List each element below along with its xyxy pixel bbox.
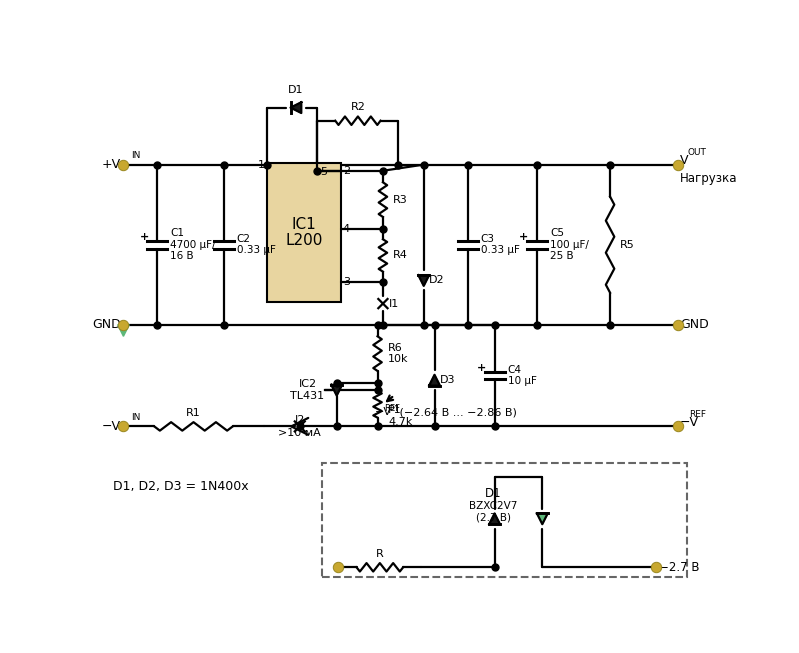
Text: 4: 4	[343, 223, 350, 234]
Text: 5: 5	[320, 167, 327, 177]
Text: D1, D2, D3 = 1N400x: D1, D2, D3 = 1N400x	[113, 480, 249, 493]
Text: V: V	[680, 154, 689, 167]
Polygon shape	[489, 513, 500, 524]
Text: D1: D1	[288, 86, 304, 95]
Bar	[322, 464, 687, 577]
Text: IC1: IC1	[292, 217, 316, 232]
Text: +: +	[140, 232, 149, 242]
Polygon shape	[537, 513, 547, 524]
Text: GND: GND	[93, 318, 121, 331]
Text: OUT: OUT	[687, 148, 706, 157]
Polygon shape	[117, 325, 129, 336]
Text: C1
4700 μF/
16 В: C1 4700 μF/ 16 В	[170, 228, 216, 261]
Text: D1: D1	[485, 486, 501, 500]
Text: D2: D2	[429, 276, 445, 285]
Text: R1: R1	[186, 408, 201, 418]
Bar	[268, 163, 340, 302]
Text: C5
100 μF/
25 В: C5 100 μF/ 25 В	[550, 228, 589, 261]
Text: I1: I1	[389, 298, 400, 309]
Polygon shape	[332, 385, 342, 396]
Polygon shape	[291, 103, 301, 113]
Text: IN: IN	[131, 151, 141, 160]
Text: R4: R4	[393, 251, 407, 261]
Text: D3: D3	[440, 375, 455, 385]
Text: IN: IN	[131, 413, 141, 422]
Text: REF: REF	[384, 404, 400, 413]
Polygon shape	[419, 275, 429, 286]
Text: +: +	[477, 363, 486, 373]
Text: R: R	[376, 549, 384, 559]
Text: −V: −V	[102, 420, 121, 433]
Text: P1
4.7k: P1 4.7k	[388, 406, 413, 427]
Text: 2: 2	[343, 166, 350, 176]
Text: −V: −V	[680, 416, 699, 429]
Text: R5: R5	[620, 240, 635, 249]
Text: BZXC2V7: BZXC2V7	[469, 501, 517, 511]
Text: −2.7 В: −2.7 В	[659, 561, 700, 574]
Polygon shape	[429, 375, 440, 385]
Text: TL431: TL431	[290, 391, 324, 402]
Text: 3: 3	[343, 278, 350, 287]
Text: >10 мА: >10 мА	[278, 428, 321, 438]
Text: REF: REF	[690, 409, 706, 419]
Text: IC2: IC2	[298, 379, 316, 389]
Text: +V: +V	[102, 158, 121, 171]
Text: C2
0.33 μF: C2 0.33 μF	[237, 234, 276, 255]
Text: +: +	[519, 232, 528, 242]
Text: C3
0.33 μF: C3 0.33 μF	[481, 234, 519, 255]
Text: GND: GND	[680, 318, 709, 331]
Text: L200: L200	[285, 232, 323, 247]
Text: R3: R3	[393, 195, 407, 204]
Text: R2: R2	[351, 103, 365, 112]
Text: I2: I2	[295, 415, 305, 425]
Text: (2.7 В): (2.7 В)	[475, 513, 511, 522]
Text: −V: −V	[376, 407, 392, 417]
Text: 1: 1	[258, 159, 265, 170]
Text: Нагрузка: Нагрузка	[680, 172, 737, 185]
Text: R6
10k: R6 10k	[388, 343, 408, 364]
Text: C4
10 μF: C4 10 μF	[507, 365, 537, 387]
Text: (−2.64 В ... −2.86 В): (−2.64 В ... −2.86 В)	[396, 407, 517, 417]
